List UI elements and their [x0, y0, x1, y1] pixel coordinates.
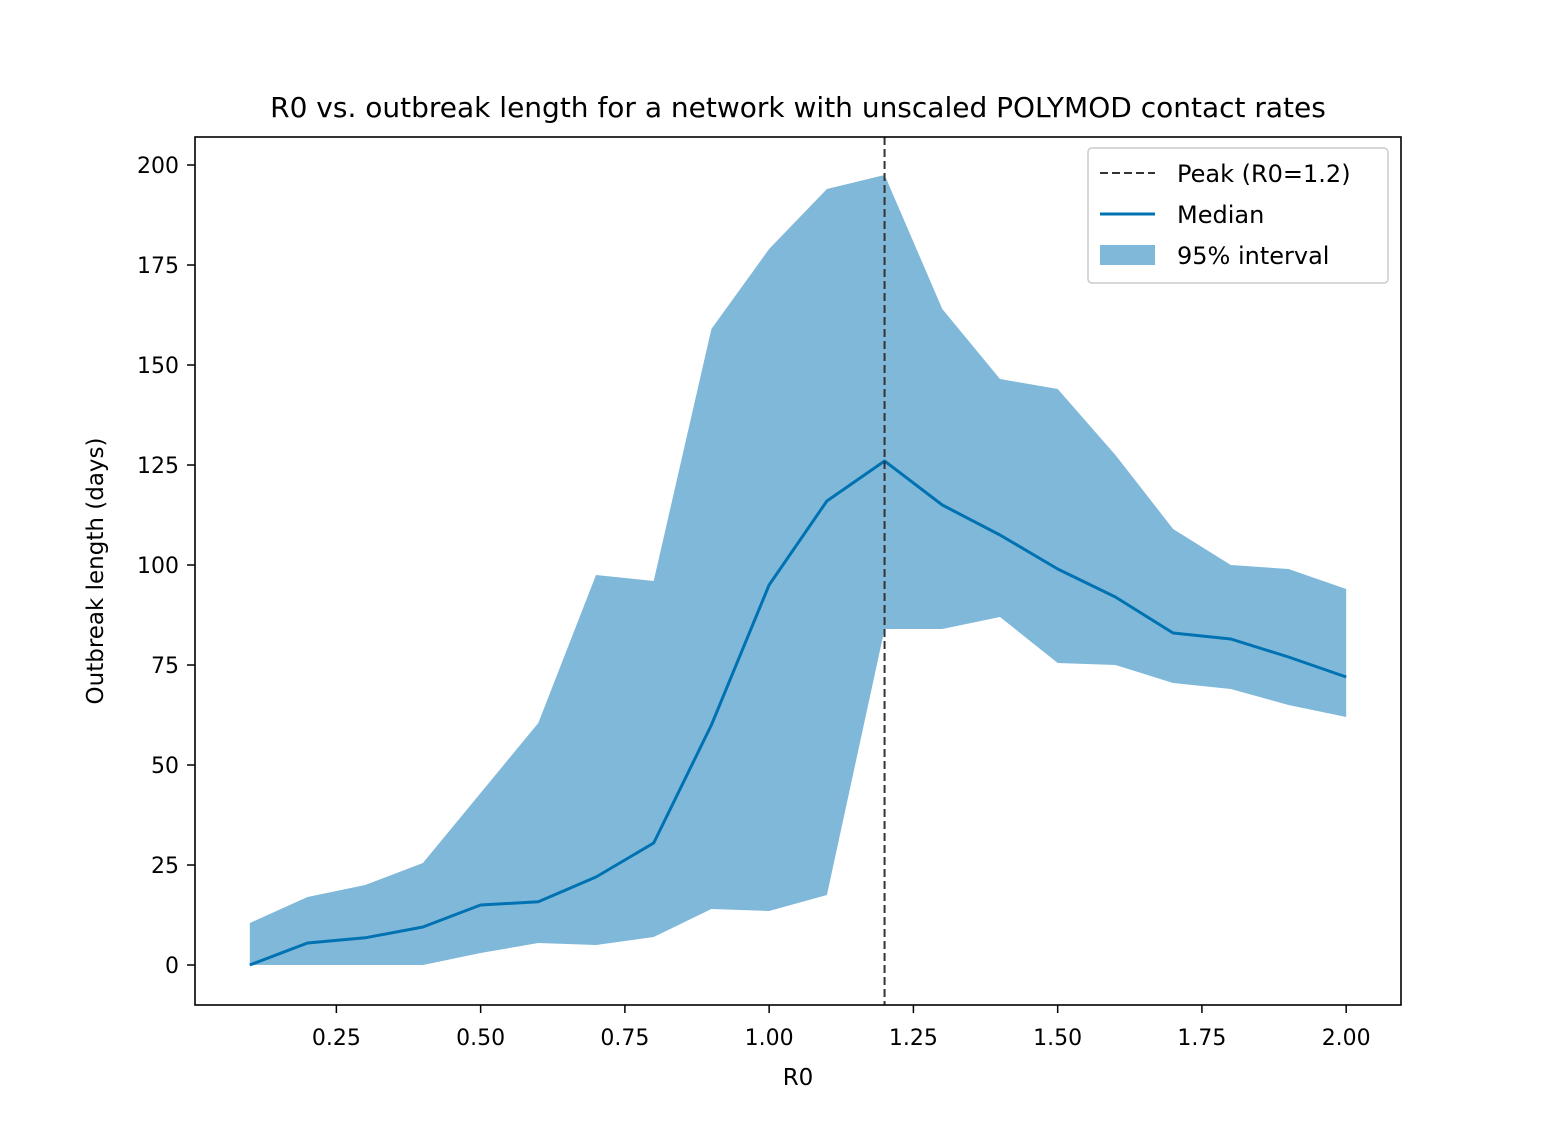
median-point: [1171, 631, 1175, 635]
median-point: [652, 841, 656, 845]
legend-entry-interval: 95% interval: [1177, 242, 1329, 270]
median-point: [1287, 655, 1291, 659]
x-tick-label: 0.50: [456, 1026, 505, 1051]
plot-area: [248, 137, 1348, 1005]
median-point: [1344, 675, 1348, 679]
y-tick-label: 25: [151, 854, 179, 879]
x-tick-label: 1.50: [1033, 1026, 1082, 1051]
x-tick-label: 2.00: [1322, 1026, 1371, 1051]
median-point: [536, 900, 540, 904]
legend-box: [1087, 147, 1389, 284]
median-point: [940, 503, 944, 507]
y-tick-label: 100: [137, 554, 179, 579]
x-tick-label: 0.75: [600, 1026, 649, 1051]
median-point: [709, 723, 713, 727]
median-point: [1056, 567, 1060, 571]
axes-frame: [194, 136, 1402, 1006]
y-tick-label: 175: [137, 254, 179, 279]
median-point: [421, 925, 425, 929]
x-tick-label: 1.00: [745, 1026, 794, 1051]
y-tick-label: 50: [151, 754, 179, 779]
y-tick-label: 125: [137, 454, 179, 479]
median-point: [479, 903, 483, 907]
y-tick-label: 200: [137, 154, 179, 179]
median-point: [1229, 637, 1233, 641]
median-point: [825, 499, 829, 503]
x-axis: 0.25 0.50 0.75 1.00 1.25 1.50 1.75 2.00: [312, 1005, 1371, 1051]
chart-title: R0 vs. outbreak length for a network wit…: [270, 91, 1326, 124]
x-axis-label: R0: [783, 1065, 814, 1091]
interval-band: [249, 175, 1347, 965]
median-point: [1113, 595, 1117, 599]
legend-interval-swatch: [1100, 245, 1155, 265]
y-axis-label: Outbreak length (days): [83, 438, 109, 705]
median-point: [306, 941, 310, 945]
median-point: [998, 533, 1002, 537]
median-point: [363, 936, 367, 940]
x-tick-label: 1.75: [1177, 1026, 1226, 1051]
y-tick-label: 150: [137, 354, 179, 379]
median-point: [248, 963, 252, 967]
y-tick-label: 75: [151, 654, 179, 679]
x-tick-label: 0.25: [312, 1026, 361, 1051]
x-tick-label: 1.25: [889, 1026, 938, 1051]
median-point: [594, 875, 598, 879]
legend-entry-median: Median: [1177, 201, 1264, 229]
median-point: [767, 583, 771, 587]
legend: Peak (R0=1.2) Median 95% interval: [1087, 147, 1389, 284]
y-tick-label: 0: [165, 954, 179, 979]
y-axis: 0 25 50 75 100 125 150 175 200: [137, 154, 195, 979]
median-line: [249, 459, 1347, 967]
legend-entry-reference: Peak (R0=1.2): [1177, 160, 1351, 188]
